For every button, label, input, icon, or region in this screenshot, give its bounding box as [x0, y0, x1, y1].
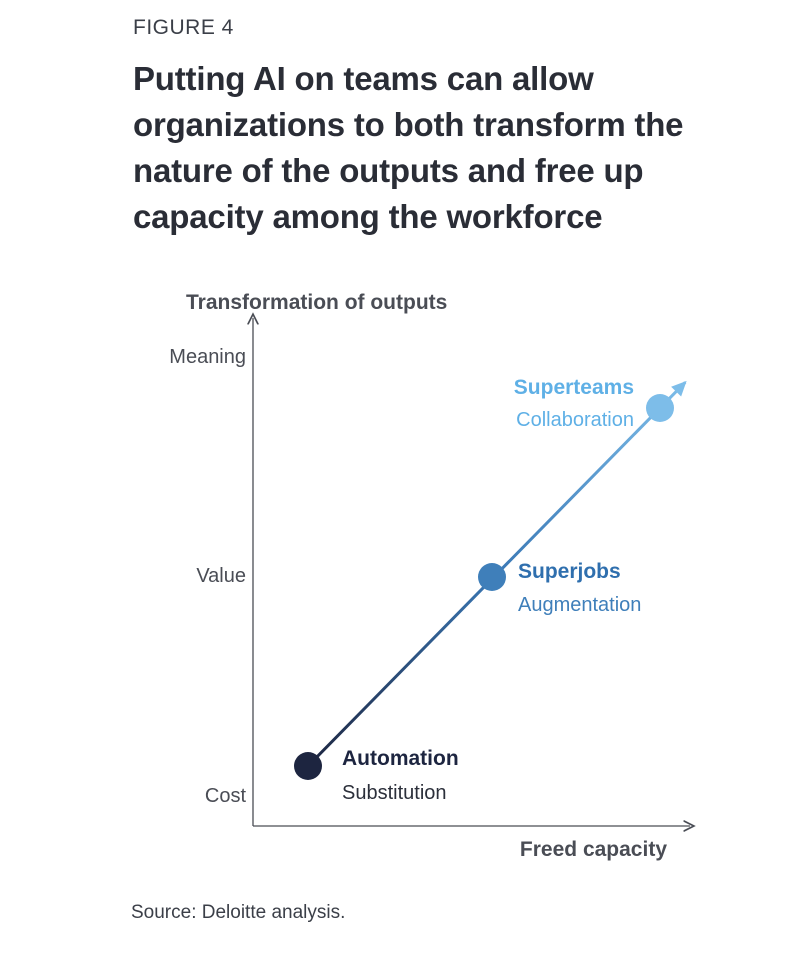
data-label-subtitle: Substitution — [342, 782, 447, 804]
source-note: Source: Deloitte analysis. — [131, 902, 346, 923]
data-label-name: Superjobs — [518, 560, 621, 583]
x-axis-title: Freed capacity — [520, 838, 667, 861]
data-label-subtitle: Collaboration — [516, 409, 634, 431]
y-tick-label: Value — [196, 565, 246, 587]
series-arrow-icon — [671, 380, 687, 397]
figure-label: FIGURE 4 — [133, 16, 234, 39]
y-tick-label: Meaning — [169, 346, 246, 368]
data-label-name: Automation — [342, 747, 459, 770]
y-axis-title: Transformation of outputs — [186, 291, 447, 314]
data-point-superjobs — [478, 563, 506, 591]
data-point-superteams — [646, 394, 674, 422]
data-point-automation — [294, 752, 322, 780]
chart-title: Putting AI on teams can allow organizati… — [133, 60, 684, 235]
data-label-name: Superteams — [514, 376, 634, 399]
y-tick-label: Cost — [205, 785, 247, 807]
data-label-subtitle: Augmentation — [518, 594, 641, 616]
